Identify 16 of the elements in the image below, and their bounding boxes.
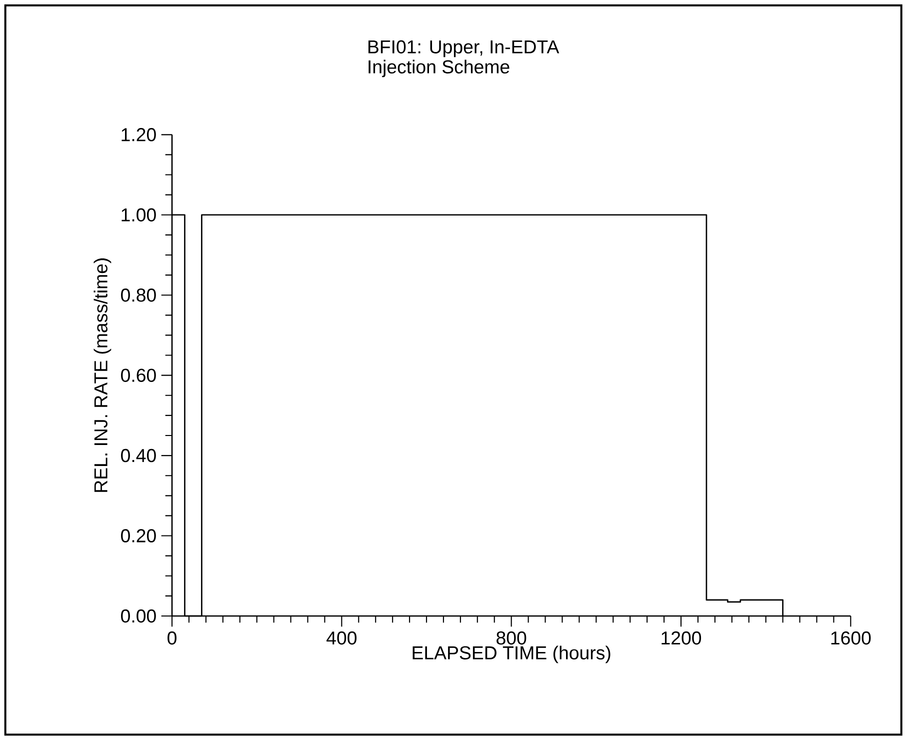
x-tick-label: 400 <box>326 631 357 645</box>
y-tick-label: 0.00 <box>121 609 156 623</box>
chart-subtitle: Injection Scheme <box>368 60 510 78</box>
x-tick-label: 1600 <box>831 631 871 645</box>
y-tick-label: 1.20 <box>122 128 156 142</box>
y-axis-title: REL. INJ. RATE (mass/time) <box>94 258 112 492</box>
y-tick-label: 0.80 <box>121 288 156 302</box>
y-tick-label: 0.40 <box>121 448 156 462</box>
y-tick-label: 0.20 <box>121 529 156 542</box>
chart-title: BFI01: Upper, In-EDTA <box>368 40 560 58</box>
x-tick-label: 1200 <box>662 631 702 645</box>
x-axis-title: ELAPSED TIME (hours) <box>412 646 610 664</box>
y-tick-label: 0.60 <box>121 368 156 382</box>
y-tick-label: 1.00 <box>122 208 156 222</box>
x-tick-label: 0 <box>168 631 176 645</box>
x-tick-label: 800 <box>496 631 526 645</box>
